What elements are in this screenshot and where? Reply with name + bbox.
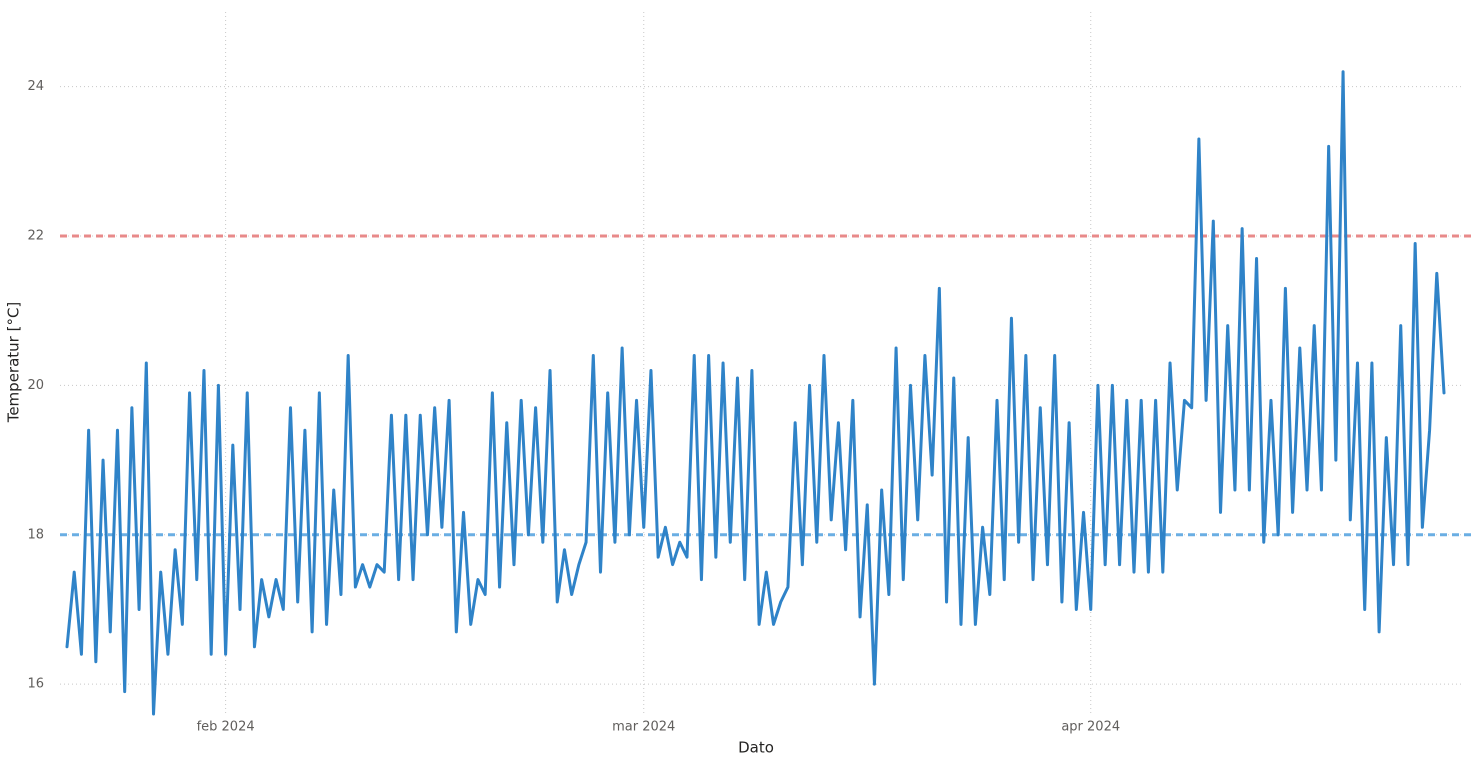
x-tick-label: apr 2024 xyxy=(1061,720,1120,735)
y-tick-label: 16 xyxy=(27,677,44,692)
x-axis-title: Dato xyxy=(738,739,774,757)
temperature-line xyxy=(65,70,1446,716)
y-tick-label: 22 xyxy=(27,229,44,244)
y-axis-title: Temperatur [°C] xyxy=(5,302,23,424)
y-tick-label: 20 xyxy=(27,378,44,393)
x-tick-label: feb 2024 xyxy=(197,720,255,735)
y-tick-label: 18 xyxy=(27,527,44,542)
x-tick-label: mar 2024 xyxy=(612,720,675,735)
y-tick-label: 24 xyxy=(27,79,44,94)
